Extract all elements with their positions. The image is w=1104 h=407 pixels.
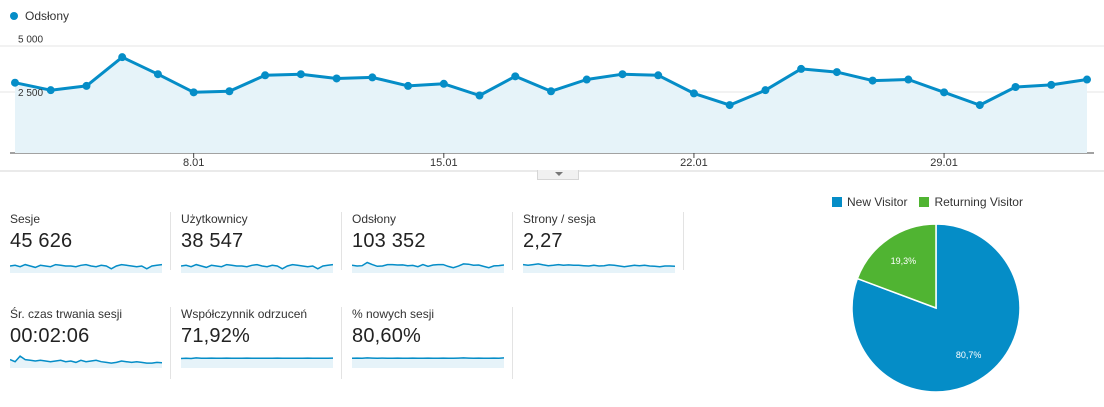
visitor-type-pie-chart: 80,7% 19,3% — [851, 223, 1021, 393]
data-point[interactable] — [975, 101, 984, 110]
metric-label: Użytkownicy — [181, 212, 248, 226]
pie-slice-returning-visitor[interactable] — [856, 223, 937, 310]
metric-label: Współczynnik odrzuceń — [181, 307, 308, 321]
data-point[interactable] — [582, 75, 591, 84]
data-point[interactable] — [654, 71, 663, 80]
data-point[interactable] — [475, 91, 484, 100]
data-point[interactable] — [940, 88, 949, 97]
data-point[interactable] — [404, 81, 413, 90]
data-point[interactable] — [261, 71, 270, 80]
data-point[interactable] — [725, 101, 734, 110]
data-point[interactable] — [1011, 82, 1020, 91]
sparkline-line — [523, 263, 675, 268]
data-point[interactable] — [511, 72, 520, 81]
metric-card[interactable]: Odsłony 103 352 — [352, 212, 512, 282]
metric-value: 2,27 — [523, 230, 563, 252]
x-tick-label: 29.01 — [930, 157, 958, 169]
data-point[interactable] — [368, 73, 377, 82]
pie-data-label: 19,3% — [891, 256, 917, 266]
legend-swatch-icon — [919, 197, 930, 207]
sparkline-line — [181, 263, 333, 270]
sparkline-line — [10, 263, 162, 270]
metric-sparkline — [10, 355, 162, 368]
data-point[interactable] — [761, 86, 770, 95]
metric-label: % nowych sesji — [352, 307, 435, 321]
metric-sparkline — [523, 263, 675, 273]
data-point[interactable] — [439, 79, 448, 88]
pie-legend-label: New Visitor — [847, 195, 908, 209]
divider — [341, 212, 342, 270]
series-area-fill — [15, 57, 1087, 154]
legend-label: Odsłony — [25, 9, 70, 23]
metric-sparkline — [181, 357, 333, 368]
metric-label: Odsłony — [352, 212, 397, 226]
metric-value: 103 352 — [352, 230, 426, 252]
y-tick-label: 5 000 — [18, 35, 43, 46]
pie-legend-label: Returning Visitor — [934, 195, 1023, 209]
collapse-chart-toggle[interactable] — [537, 170, 579, 180]
data-point[interactable] — [547, 87, 555, 96]
pie-legend-item-new[interactable]: New Visitor — [832, 195, 907, 209]
legend-dot-icon — [10, 12, 18, 20]
divider — [341, 307, 342, 379]
data-point[interactable] — [1047, 80, 1056, 89]
metric-card[interactable]: Użytkownicy 38 547 — [181, 212, 341, 282]
metric-sparkline — [352, 261, 504, 273]
data-point[interactable] — [1083, 75, 1091, 84]
sparkline-fill — [352, 262, 504, 273]
legend-swatch-icon — [832, 197, 842, 207]
divider — [683, 212, 684, 270]
metric-card[interactable]: Współczynnik odrzuceń 71,92% — [181, 307, 341, 377]
x-tick-label: 8.01 — [183, 157, 204, 169]
sparkline-line — [181, 357, 333, 360]
metric-value: 80,60% — [352, 325, 422, 347]
pie-data-label: 80,7% — [956, 350, 982, 360]
data-point[interactable] — [797, 64, 806, 73]
sparkline-fill — [181, 357, 333, 368]
data-point[interactable] — [46, 86, 55, 95]
metric-sparkline — [181, 263, 333, 273]
pageviews-line-chart: 8.01 15.01 22.01 29.01 5 000 2 500 — [0, 35, 1104, 172]
y-tick-label: 2 500 — [18, 88, 43, 99]
sparkline-line — [10, 355, 162, 364]
data-point[interactable] — [689, 89, 698, 98]
chart-legend[interactable]: Odsłony — [10, 9, 69, 23]
pie-legend-item-returning[interactable]: Returning Visitor — [919, 195, 1023, 209]
x-tick-label: 15.01 — [430, 157, 458, 169]
metric-label: Sesje — [10, 212, 41, 226]
divider — [512, 212, 513, 270]
pie-slice-new-visitor[interactable] — [851, 223, 1021, 393]
metric-sparkline — [352, 357, 504, 368]
x-tick-label: 22.01 — [680, 157, 708, 169]
metric-label: Strony / sesja — [523, 212, 596, 226]
pie-legend: New Visitor Returning Visitor — [832, 195, 1035, 209]
sparkline-fill — [352, 357, 504, 368]
sparkline-line — [352, 261, 504, 269]
metric-card[interactable]: Strony / sesja 2,27 — [523, 212, 683, 282]
data-point[interactable] — [11, 78, 19, 87]
data-point[interactable] — [868, 76, 877, 85]
data-point[interactable] — [832, 68, 841, 77]
data-point[interactable] — [153, 70, 162, 79]
data-point[interactable] — [332, 74, 341, 83]
data-point[interactable] — [904, 75, 913, 84]
metric-value: 45 626 — [10, 230, 73, 252]
data-point[interactable] — [82, 81, 91, 90]
metric-sparkline — [10, 263, 162, 273]
metric-value: 00:02:06 — [10, 325, 90, 347]
data-point[interactable] — [118, 53, 127, 62]
metric-value: 38 547 — [181, 230, 244, 252]
data-point[interactable] — [296, 70, 305, 79]
metric-card[interactable]: Sesje 45 626 — [10, 212, 170, 282]
metric-card[interactable]: % nowych sesji 80,60% — [352, 307, 512, 377]
divider — [170, 307, 171, 379]
metric-card[interactable]: Śr. czas trwania sesji 00:02:06 — [10, 307, 170, 377]
divider — [512, 307, 513, 379]
metric-value: 71,92% — [181, 325, 251, 347]
data-point[interactable] — [618, 70, 627, 79]
divider — [170, 212, 171, 270]
data-point[interactable] — [189, 88, 198, 97]
metric-label: Śr. czas trwania sesji — [10, 307, 123, 321]
data-point[interactable] — [225, 87, 234, 96]
